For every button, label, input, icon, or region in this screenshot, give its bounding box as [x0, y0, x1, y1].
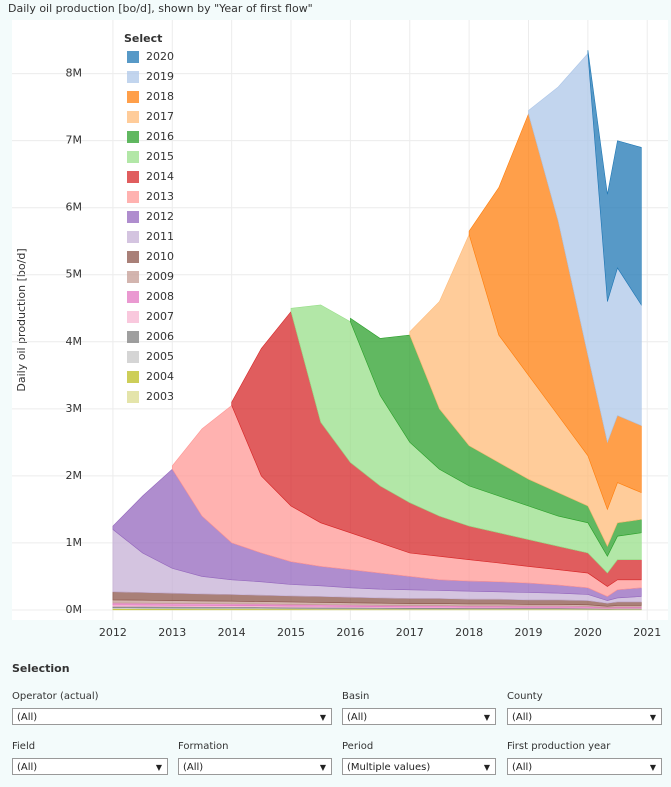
legend-label: 2015	[146, 150, 174, 163]
legend-swatch	[127, 351, 139, 363]
legend-label: 2005	[146, 350, 174, 363]
legend-label: 2013	[146, 190, 174, 203]
filter-label: County	[507, 691, 543, 702]
x-tick-label: 2019	[514, 626, 542, 639]
legend-label: 2018	[146, 90, 174, 103]
filter-dropdown[interactable]: (All) ▼	[507, 758, 662, 775]
x-tick-label: 2013	[158, 626, 186, 639]
legend-label: 2014	[146, 170, 174, 183]
y-tick-label: 2M	[66, 469, 83, 482]
legend-label: 2007	[146, 310, 174, 323]
x-tick-label: 2021	[633, 626, 661, 639]
legend-swatch	[127, 231, 139, 243]
legend-swatch	[127, 191, 139, 203]
legend-swatch	[127, 71, 139, 83]
legend-swatch	[127, 371, 139, 383]
legend-label: 2003	[146, 390, 174, 403]
filter-value: (All)	[512, 762, 533, 773]
y-tick-label: 6M	[66, 201, 83, 214]
filter-dropdown[interactable]: (All) ▼	[342, 708, 496, 725]
legend-swatch	[127, 131, 139, 143]
y-tick-label: 0M	[66, 603, 83, 616]
legend-swatch	[127, 151, 139, 163]
legend-label: 2012	[146, 210, 174, 223]
x-tick-label: 2018	[455, 626, 483, 639]
filter-label: Period	[342, 741, 374, 752]
legend-swatch	[127, 331, 139, 343]
x-tick-label: 2020	[574, 626, 602, 639]
y-tick-label: 4M	[66, 335, 83, 348]
legend-swatch	[127, 391, 139, 403]
filter-dropdown[interactable]: (Multiple values) ▼	[342, 758, 496, 775]
legend-label: 2019	[146, 70, 174, 83]
dropdown-arrow: ▼	[319, 763, 326, 772]
legend-swatch	[127, 251, 139, 263]
legend-label: 2017	[146, 110, 174, 123]
dropdown-arrow: ▼	[483, 763, 490, 772]
filter-dropdown[interactable]: (All) ▼	[507, 708, 662, 725]
filter-value: (All)	[512, 712, 533, 723]
legend-label: 2016	[146, 130, 174, 143]
filter-value: (All)	[183, 762, 204, 773]
legend-swatch	[127, 311, 139, 323]
legend-swatch	[127, 271, 139, 283]
legend-swatch	[127, 91, 139, 103]
filter-label: Formation	[178, 741, 229, 752]
legend-swatch	[127, 291, 139, 303]
legend-label: 2004	[146, 370, 174, 383]
y-axis-label: Daily oil production [bo/d]	[15, 248, 28, 391]
legend-label: 2006	[146, 330, 174, 343]
x-tick-label: 2014	[218, 626, 246, 639]
legend-label: 2009	[146, 270, 174, 283]
dropdown-arrow: ▼	[649, 763, 656, 772]
legend-swatch	[127, 111, 139, 123]
filter-label: First production year	[507, 741, 611, 752]
x-tick-label: 2012	[99, 626, 127, 639]
legend-label: 2010	[146, 250, 174, 263]
y-tick-label: 3M	[66, 402, 83, 415]
selection-title: Selection	[12, 662, 70, 675]
x-tick-label: 2016	[336, 626, 364, 639]
y-tick-label: 1M	[66, 536, 83, 549]
filter-value: (All)	[347, 712, 368, 723]
chart: Daily oil production [bo/d], shown by "Y…	[8, 2, 668, 639]
legend-swatch	[127, 211, 139, 223]
legend-label: 2011	[146, 230, 174, 243]
legend-label: 2008	[146, 290, 174, 303]
y-tick-label: 7M	[66, 134, 83, 147]
legend-swatch	[127, 171, 139, 183]
filter-dropdown[interactable]: (All) ▼	[12, 708, 332, 725]
dropdown-arrow: ▼	[483, 713, 490, 722]
area	[587, 50, 642, 306]
filter-dropdown[interactable]: (All) ▼	[12, 758, 168, 775]
legend-swatch	[127, 51, 139, 63]
filter-dropdown[interactable]: (All) ▼	[178, 758, 332, 775]
filter-value: (All)	[17, 712, 38, 723]
chart-title: Daily oil production [bo/d], shown by "Y…	[8, 2, 313, 15]
filter-label: Field	[12, 741, 36, 752]
dropdown-arrow: ▼	[319, 713, 326, 722]
filter-label: Basin	[342, 691, 370, 702]
x-tick-label: 2015	[277, 626, 305, 639]
y-tick-label: 8M	[66, 67, 83, 80]
filter-value: (Multiple values)	[347, 762, 431, 773]
legend-title: Select	[124, 32, 162, 45]
y-tick-label: 5M	[66, 268, 83, 281]
dropdown-arrow: ▼	[155, 763, 162, 772]
legend-label: 2020	[146, 50, 174, 63]
filter-label: Operator (actual)	[12, 691, 99, 702]
dropdown-arrow: ▼	[649, 713, 656, 722]
filter-value: (All)	[17, 762, 38, 773]
x-tick-label: 2017	[396, 626, 424, 639]
